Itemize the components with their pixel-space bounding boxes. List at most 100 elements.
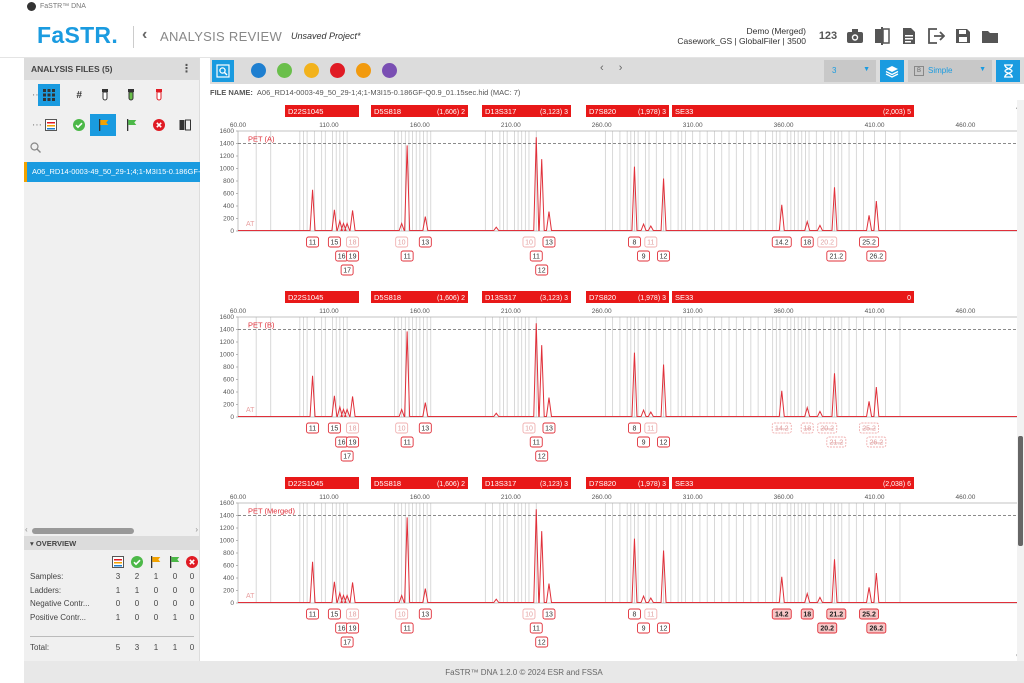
allele-label: 14.2 — [775, 426, 789, 433]
app-logo: FaSTR. — [37, 22, 119, 48]
export-icon[interactable] — [926, 26, 946, 46]
allele-label-box — [657, 250, 671, 262]
green-flag-filter-icon[interactable] — [120, 114, 142, 136]
allele-label: 20.2 — [820, 626, 834, 633]
hourglass-icon[interactable] — [996, 60, 1020, 82]
search-icon[interactable] — [30, 142, 41, 156]
negative-tube-icon[interactable] — [148, 84, 170, 106]
allele-label-box — [637, 622, 650, 634]
numbers-button[interactable]: 123 — [818, 30, 838, 42]
allele-label: 11 — [533, 440, 540, 447]
dye-blue-button[interactable] — [251, 63, 266, 78]
vertical-scroll-thumb[interactable] — [1018, 436, 1023, 546]
locus-marker-info: (1,606) 2 — [437, 109, 465, 116]
scroll-right-icon[interactable]: › — [195, 525, 198, 534]
folder-icon[interactable] — [980, 26, 1000, 46]
allele-label-box — [306, 422, 320, 434]
overview-title: OVERVIEW — [35, 539, 77, 548]
scroll-left-icon[interactable]: ‹ — [25, 525, 28, 534]
allele-label-box — [522, 608, 536, 620]
electropherogram-chart[interactable]: D22S1045 D5S818 (1,606) 2 D13S317 (3,123) 3 D… — [210, 100, 1024, 661]
overview-label: Total: — [30, 643, 50, 652]
overview-value: 0 — [189, 612, 195, 622]
at-label: AT — [246, 593, 255, 600]
compare-icon[interactable] — [872, 26, 892, 46]
allele-label: 12 — [538, 454, 546, 461]
allele-label: 13 — [545, 426, 553, 433]
overview-label: Samples: — [30, 572, 64, 581]
x-tick-label: 460.00 — [955, 308, 975, 315]
allele-label-box — [346, 436, 360, 448]
allele-label: 8 — [633, 240, 637, 247]
overview-row-positive-controls: Positive Contr... 1 0 0 1 0 — [30, 613, 194, 627]
expand-left-icon-2[interactable]: ⋯ — [32, 119, 42, 131]
allele-label: 17 — [343, 268, 351, 275]
dye-green-button[interactable] — [277, 63, 292, 78]
allele-label: 14.2 — [775, 612, 789, 619]
layers-icon[interactable] — [880, 60, 904, 82]
x-tick-label: 310.00 — [683, 494, 703, 501]
analysis-file-item[interactable]: A06_RD14-0003-49_50_29-1;4;1-M3I15-0.186… — [24, 162, 200, 182]
allele-label-box — [535, 450, 549, 462]
allele-label-box — [340, 264, 354, 276]
allele-label: 19 — [349, 440, 357, 447]
more-options-icon[interactable]: ⋮ — [181, 63, 192, 75]
window-title: FaSTR™ DNA — [40, 3, 86, 10]
camera-icon[interactable] — [845, 26, 865, 46]
x-tick-label: 460.00 — [955, 122, 975, 129]
allele-label-box — [346, 236, 360, 248]
report-icon[interactable] — [899, 26, 919, 46]
expand-left-icon[interactable]: ⋯ — [32, 89, 42, 101]
chart-panel: D22S1045 D5S818 (1,606) 2 D13S317 (3,123) 3 D… — [220, 105, 1021, 276]
locus-marker-name: SE33 — [675, 479, 693, 488]
chevron-down-icon: ▼ — [979, 66, 986, 73]
locus-marker-info: (2,038) 6 — [883, 481, 911, 488]
locus-marker-bar — [285, 105, 359, 117]
chart-panel: D22S1045 D5S818 (1,606) 2 D13S317 (3,123) 3 D… — [220, 291, 1021, 462]
positive-tube-icon[interactable] — [120, 84, 142, 106]
dye-purple-button[interactable] — [382, 63, 397, 78]
orange-flag-filter-icon[interactable] — [90, 114, 116, 136]
overview-header[interactable]: ▾ OVERVIEW — [24, 536, 200, 550]
allele-label-box — [644, 608, 658, 620]
approved-filter-icon[interactable] — [68, 114, 90, 136]
allele-label-box — [771, 608, 792, 620]
y-tick-label: 1000 — [220, 166, 235, 173]
allele-label: 21.2 — [830, 612, 844, 619]
allele-label: 11 — [309, 240, 316, 247]
trace-line — [238, 323, 1020, 417]
allele-label-box — [826, 250, 847, 262]
y-tick-label: 1200 — [220, 339, 235, 346]
dye-orange-button[interactable] — [356, 63, 371, 78]
locus-marker-bar — [482, 291, 571, 303]
allele-label-box — [644, 236, 658, 248]
collapse-triangle-icon: ▾ — [30, 539, 36, 548]
allele-label: 10 — [525, 612, 533, 619]
rejected-filter-icon[interactable] — [148, 114, 170, 136]
hash-filter-icon[interactable]: # — [76, 89, 82, 101]
zoom-search-icon[interactable] — [212, 60, 234, 82]
allele-label-box — [306, 608, 320, 620]
view-mode-select[interactable]: B Simple ▼ — [908, 60, 992, 82]
x-tick-label: 60.00 — [230, 308, 247, 315]
x-tick-label: 160.00 — [410, 494, 430, 501]
x-tick-label: 360.00 — [774, 494, 794, 501]
panel-count-select[interactable]: 3 ▼ — [824, 60, 876, 82]
overview-row-negative-controls: Negative Contr... 0 0 0 0 0 — [30, 599, 194, 613]
dye-yellow-button[interactable] — [304, 63, 319, 78]
split-view-icon[interactable] — [174, 114, 196, 136]
grid-view-icon[interactable] — [38, 84, 60, 106]
horizontal-scroll-thumb[interactable] — [32, 528, 134, 534]
allele-label: 13 — [421, 612, 429, 619]
save-icon[interactable] — [953, 26, 973, 46]
dye-red-button[interactable] — [330, 63, 345, 78]
allele-label: 10 — [398, 612, 406, 619]
ladder-filter-icon[interactable] — [40, 114, 62, 136]
prev-next-nav[interactable]: ‹ › — [600, 62, 629, 74]
y-tick-label: 1600 — [220, 500, 235, 507]
allele-label: 8 — [633, 426, 637, 433]
sample-tube-icon[interactable] — [94, 84, 116, 106]
locus-marker-name: D22S1045 — [288, 107, 323, 116]
back-chevron-icon[interactable]: ‹ — [142, 26, 148, 43]
vertical-scrollbar[interactable] — [1017, 100, 1024, 661]
